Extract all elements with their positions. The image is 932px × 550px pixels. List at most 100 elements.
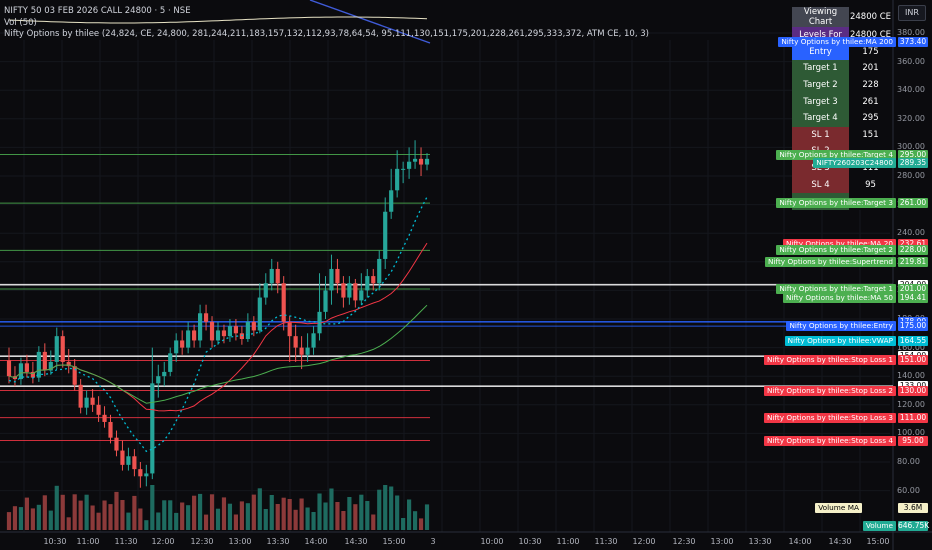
volume-bar [269,495,274,530]
candle-body [36,351,41,378]
volume-bar [215,508,221,530]
levels-label: Target 1 [792,60,849,77]
volume-bar [120,500,125,530]
price-label: 175.00 [898,321,928,332]
volume-bar [197,493,203,530]
candle-body [90,397,95,405]
levels-value: 95 [849,176,892,193]
price-label: 219.81 [898,257,928,268]
volume-bar [227,503,233,530]
levels-label: SL 4 [792,176,849,193]
levels-value: 24800 CE [849,7,892,27]
volume-bar [263,509,268,530]
x-tick-label: 12:00 [632,537,656,546]
candle-body [54,336,59,362]
y-tick-label: 100.00 [897,428,925,438]
volume-bar [36,504,41,530]
candle-body [371,276,376,284]
x-tick-label: 10:30 [518,537,542,546]
candle-body [383,211,388,259]
volume-bar [353,504,358,530]
candle-body [197,313,203,341]
candle-body [215,330,221,341]
x-tick-label: 12:30 [672,537,696,546]
candle-body [192,330,197,341]
levels-row: Target 3 261 [792,93,892,110]
x-tick-label: 11:00 [76,537,100,546]
volume-bar [72,494,77,530]
candle-body [347,283,352,298]
volume-bar [168,500,173,530]
candle-body [412,158,418,162]
volume-bar [371,514,376,530]
price-label: 261.00 [898,198,928,209]
candle-body [418,158,424,165]
candle-body [24,363,29,372]
indicator-tag: Nifty Options by thilee:MA 20 [782,238,896,249]
volume-bar [401,518,406,530]
price-label: 111.00 [898,412,928,423]
levels-label: Target 2 [792,76,849,94]
candle-body [114,437,119,451]
levels-value: 201 [849,60,892,77]
volume-indicator-label: Vol (50) [4,18,37,28]
candle-body [233,326,239,334]
volume-bar [48,510,53,530]
candle-body [275,268,280,284]
levels-row: Target 1 201 [792,60,892,77]
x-tick-label: 11:30 [594,537,618,546]
x-tick-label: 3 [430,537,436,546]
volume-bar [281,497,286,530]
volume-bar [162,500,167,530]
candle-body [84,397,89,408]
x-tick-label: 12:30 [190,537,214,546]
candle-body [395,168,400,191]
volume-bar [335,502,340,530]
y-tick-label: 280.00 [897,171,925,180]
volume-bar [78,500,83,530]
price-label: 201.00 [898,283,928,294]
currency-button[interactable]: INR [898,5,926,21]
indicator-tag: Nifty Options by thilee:Target 1 [776,283,896,294]
volume-bar [305,507,310,530]
y-tick-label: 300.00 [897,142,925,152]
volume-bar [383,485,388,530]
volume-bar [245,503,250,530]
candle-body [329,268,334,291]
x-tick-label: 10:30 [43,537,67,546]
price-label: 228.00 [898,245,928,256]
candle-body [263,283,268,298]
levels-row: Viewing Chart 24800 CE [792,7,892,27]
y-tick-label: 320.00 [897,113,925,123]
candle-body [245,321,250,340]
volume-tag: Volume [862,521,896,531]
candle-body [299,347,304,355]
candle-body [96,404,101,415]
levels-value: 151 [849,126,892,144]
volume-bar [126,512,131,530]
candle-body [239,333,244,340]
candle-body [174,340,179,354]
levels-value: 295 [849,109,892,127]
volume-bar [24,497,29,530]
candle-body [168,353,173,372]
chart-title: NIFTY 50 03 FEB 2026 CALL 24800 · 5 · NS… [4,6,191,16]
candle-body [293,336,298,348]
x-tick-label: 14:00 [788,537,812,546]
levels-label: Viewing Chart [792,7,849,27]
candle-body [287,321,292,337]
volume-bar [359,494,364,530]
levels-row: Target 2 228 [792,76,892,94]
candle-body [66,361,71,367]
y-tick-label: 140.00 [897,371,925,381]
candle-body [120,450,125,465]
volume-bar [84,494,89,530]
candle-body [407,161,412,169]
volume-bar [287,499,292,530]
candle-body [251,321,256,331]
candle-body [30,371,35,378]
volume-bar [293,509,298,530]
candle-body [156,376,161,384]
volume-bar [209,494,215,530]
levels-row: Entry 175 [792,43,892,61]
